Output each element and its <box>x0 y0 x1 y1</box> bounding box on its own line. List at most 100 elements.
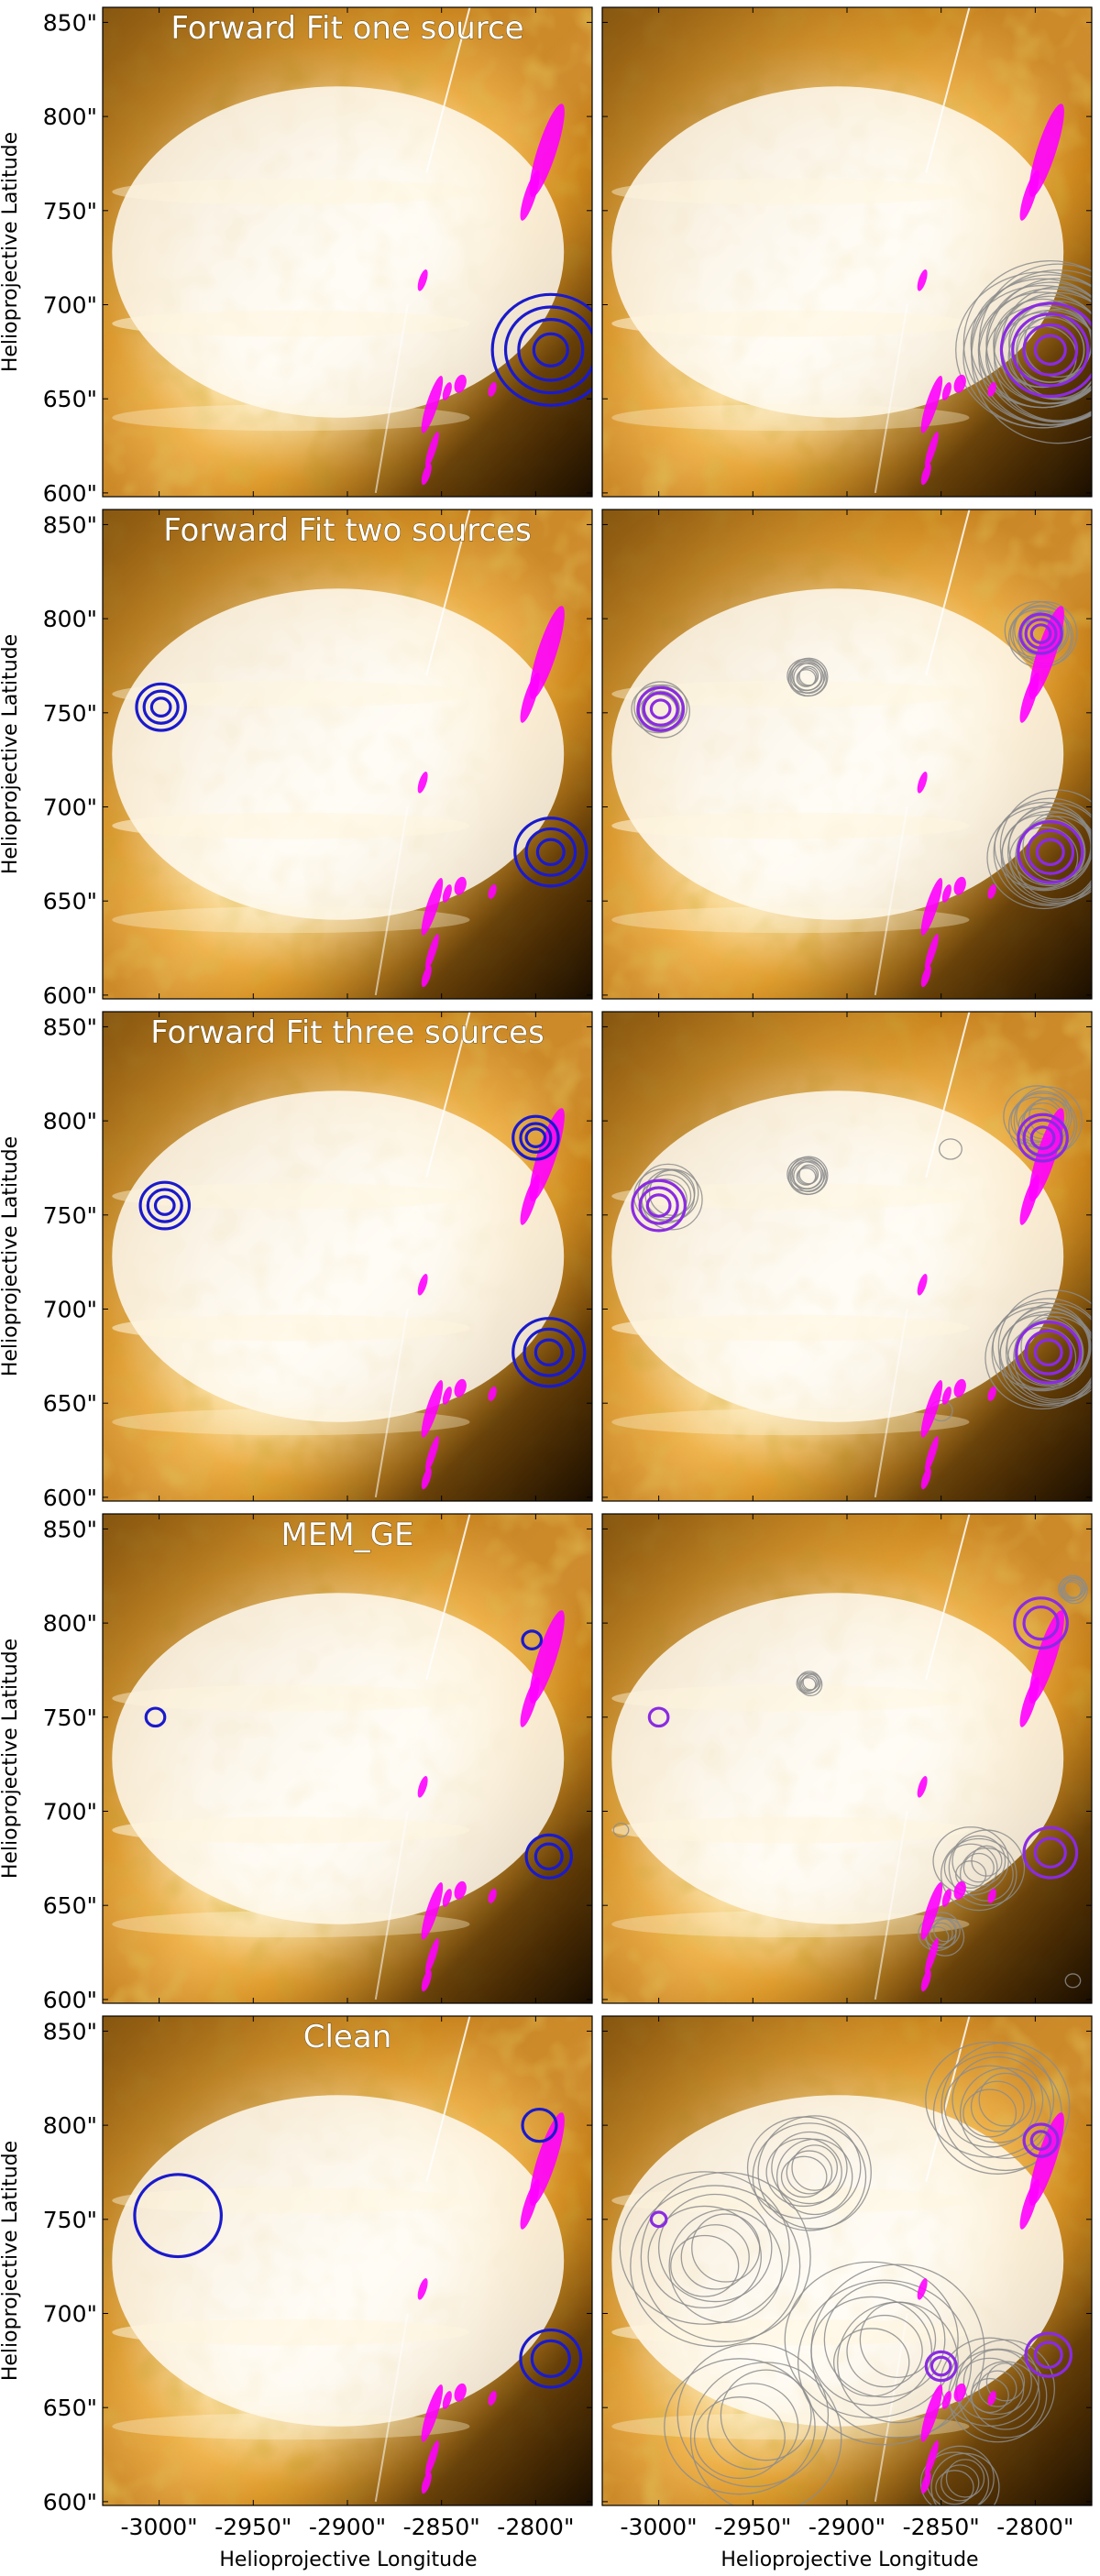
ensemble-member-contour <box>952 1835 1006 1887</box>
ensemble-member-contour <box>991 1298 1092 1407</box>
ensemble-member-contour <box>657 2193 773 2303</box>
ensemble-mean-contour <box>930 2355 952 2377</box>
reference-contour <box>920 1969 931 1992</box>
y-tick-label: 800" <box>43 606 97 632</box>
x-tick-label: -2950" <box>714 2514 791 2540</box>
ensemble-member-contour <box>689 2362 842 2505</box>
reconstruction-contour <box>519 2328 583 2389</box>
ensemble-member-contour <box>962 260 1092 426</box>
ensemble-mean-contour <box>1033 1338 1063 1367</box>
reference-contour <box>454 1880 467 1900</box>
y-tick-label: 600" <box>43 2489 97 2516</box>
y-tick-label: 750" <box>43 2207 97 2233</box>
image-streak <box>611 680 970 707</box>
ensemble-mean-contour <box>1029 1125 1056 1150</box>
y-tick-label: 650" <box>43 888 97 915</box>
ensemble-member-contour <box>997 1289 1092 1404</box>
reference-contour <box>987 884 996 899</box>
image-streak <box>112 1684 470 1712</box>
image-streak <box>112 2413 470 2440</box>
image-streak <box>112 2318 470 2346</box>
ensemble-mean-contour <box>1011 312 1090 388</box>
reference-contour <box>454 876 467 895</box>
ensemble-mean-contour <box>1035 838 1065 867</box>
reference-contour <box>953 2383 966 2402</box>
x-tick-label: -3000" <box>121 2514 198 2540</box>
ensemble-member-contour <box>932 1826 1009 1896</box>
reference-contour <box>941 884 952 903</box>
ensemble-member-contour <box>647 2205 762 2308</box>
ensemble-mean-contour <box>1022 1825 1079 1880</box>
ensemble-member-contour <box>1062 1579 1084 1599</box>
reconstruction-contour <box>530 2339 571 2378</box>
limb-line <box>925 1514 971 1680</box>
panel-1-left <box>103 7 592 497</box>
ensemble-member-contour <box>823 2282 946 2398</box>
reference-contour <box>917 1776 928 1798</box>
ensemble-mean-contour <box>1024 618 1058 650</box>
y-tick-label: 850" <box>43 1516 97 1542</box>
reference-contour <box>417 269 428 291</box>
ensemble-member-contour <box>757 2115 872 2230</box>
ensemble-member-contour <box>970 278 1092 409</box>
ensemble-mean-contour <box>1033 2340 1063 2369</box>
ensemble-member-contour <box>802 1673 820 1691</box>
image-bright-core <box>112 2095 565 2427</box>
ensemble-member-contour <box>670 2234 740 2297</box>
reconstruction-contour <box>133 2173 223 2259</box>
limb-line <box>425 7 471 173</box>
limb-line <box>925 1012 971 1178</box>
panel-title: Forward Fit two sources <box>163 512 532 549</box>
reference-contour <box>421 1380 444 1438</box>
panel-title: Forward Fit three sources <box>150 1014 544 1051</box>
ensemble-mean-contour <box>649 2210 668 2229</box>
reference-contour <box>920 463 931 486</box>
reconstruction-contour <box>142 689 180 725</box>
reference-contour <box>421 2472 432 2494</box>
reference-contour <box>488 382 497 397</box>
ensemble-mean-contour <box>647 1706 670 1728</box>
reference-contour <box>920 2472 931 2494</box>
ensemble-member-contour <box>992 1301 1092 1392</box>
reconstruction-contour <box>532 332 569 367</box>
limb-line <box>425 2016 471 2182</box>
image-streak <box>611 1911 970 1938</box>
ensemble-mean-contour <box>924 2350 958 2383</box>
ensemble-member-contour <box>846 2314 923 2388</box>
limb-line <box>374 1811 409 2001</box>
reference-contour <box>953 1880 966 1900</box>
y-tick-label: 800" <box>43 1610 97 1637</box>
reference-contour <box>520 2178 540 2230</box>
ensemble-member-contour <box>1059 1574 1087 1602</box>
ensemble-member-contour <box>796 1167 817 1186</box>
reference-contour <box>488 1889 497 1903</box>
ensemble-member-contour <box>789 1156 829 1195</box>
limb-line <box>874 1309 908 1498</box>
y-tick-label: 750" <box>43 700 97 727</box>
ensemble-member-contour <box>999 1314 1084 1391</box>
ensemble-member-contour <box>1062 1581 1082 1600</box>
reference-contour <box>953 876 966 895</box>
ensemble-member-contour <box>986 806 1092 910</box>
limb-line <box>374 304 409 494</box>
image-streak <box>611 404 970 432</box>
ensemble-member-contour <box>955 1860 987 1889</box>
ensemble-member-contour <box>971 2361 1040 2430</box>
ensemble-member-contour <box>984 1306 1092 1409</box>
reconstruction-contour <box>503 305 592 395</box>
y-tick-label: 750" <box>43 1705 97 1731</box>
image-bright-core <box>611 588 1064 920</box>
image-streak <box>611 1409 970 1436</box>
reference-contour <box>941 2391 952 2409</box>
y-tick-label: 850" <box>43 511 97 538</box>
reference-contour <box>917 772 928 794</box>
image-streak <box>611 1816 970 1844</box>
x-tick-label: -2900" <box>309 2514 386 2540</box>
panel-4-left <box>103 1514 592 2003</box>
ensemble-mean-contour <box>1018 612 1063 655</box>
limb-line <box>925 510 971 675</box>
x-tick-label: -2950" <box>214 2514 292 2540</box>
ensemble-member-contour <box>970 2080 1025 2132</box>
reference-contour <box>442 382 452 400</box>
image-streak <box>112 1409 470 1436</box>
